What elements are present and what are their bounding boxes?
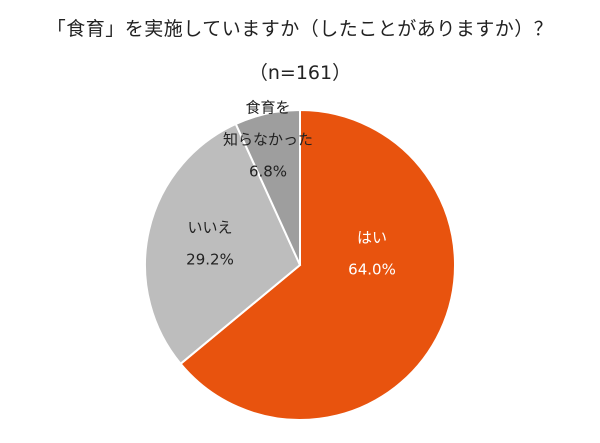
slice-category-label-2: 食育を xyxy=(245,99,290,117)
pie-slice-1 xyxy=(144,122,302,366)
slice-category-label-1: いいえ xyxy=(187,219,232,237)
slice-value-label-2: 6.8% xyxy=(249,163,287,181)
slice-category-label-2: 知らなかった xyxy=(223,131,313,149)
pie-slice-0 xyxy=(179,108,456,421)
pie-slice-2 xyxy=(234,108,301,266)
slice-value-label-1: 29.2% xyxy=(186,251,234,269)
chart-title: 「食育」を実施していますか（したことがありますか）？ xyxy=(46,18,554,40)
slice-value-label-0: 64.0% xyxy=(348,261,396,279)
chart-subtitle: （n=161） xyxy=(248,62,352,84)
slice-category-label-0: はい xyxy=(357,229,387,247)
